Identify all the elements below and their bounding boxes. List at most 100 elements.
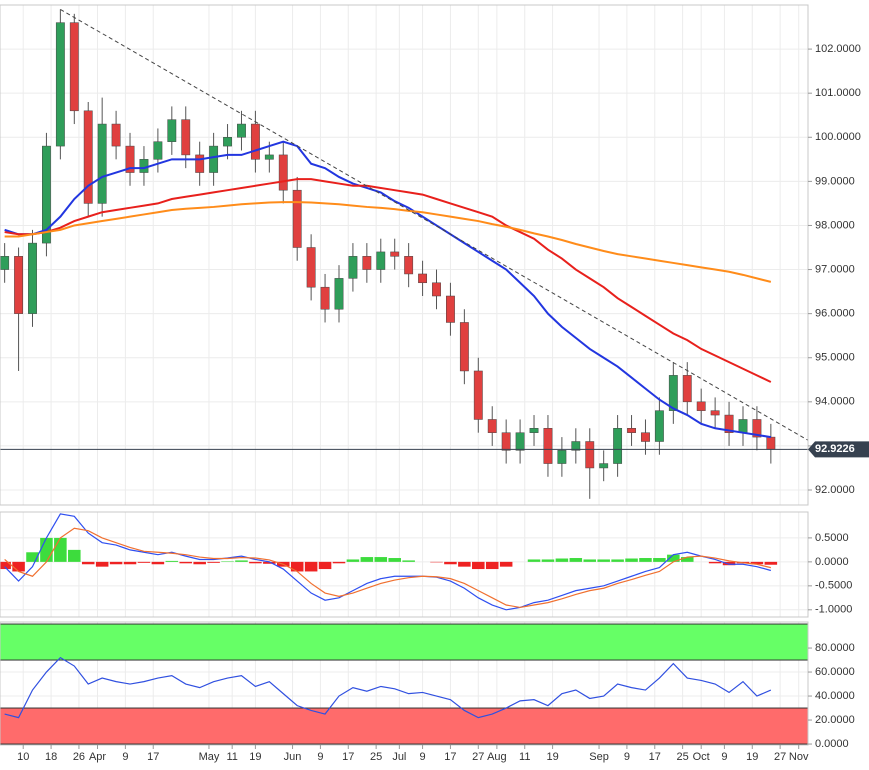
x-tick-label: Sep (589, 751, 609, 763)
candle-body (320, 286, 330, 310)
candle-body (418, 273, 428, 284)
candle-body (0, 256, 10, 270)
histogram-bar (123, 561, 137, 565)
histogram-bar (485, 561, 499, 570)
series-line (4, 178, 772, 383)
histogram-bar (360, 557, 374, 562)
candle-body (334, 278, 344, 310)
candle-body (306, 247, 316, 288)
candle-body (181, 119, 191, 156)
x-tick-label: 19 (746, 751, 758, 763)
y-tick-label: 98.0000 (815, 219, 855, 231)
histogram-bar (402, 560, 415, 562)
candle-body (543, 428, 553, 464)
histogram-bar (207, 561, 220, 563)
y-tick-label: 102.0000 (815, 43, 861, 55)
histogram-bar (764, 561, 778, 565)
x-tick-label: 11 (226, 751, 237, 763)
histogram-bar (26, 552, 39, 562)
y-tick-label: 40.0000 (815, 690, 855, 702)
candle-body (473, 370, 483, 420)
candle-body (14, 256, 24, 314)
x-tick-label: 25 (370, 751, 382, 763)
candle-body (55, 22, 65, 147)
series-line (4, 527, 771, 609)
candle-body (83, 110, 93, 204)
panel (0, 5, 808, 505)
candle-body (613, 428, 623, 464)
x-tick-label: 9 (317, 751, 323, 763)
band (0, 707, 808, 745)
candle-body (459, 322, 469, 372)
x-tick-label: 9 (420, 751, 426, 763)
candle-body (111, 123, 121, 147)
candle-body (724, 414, 734, 433)
candle-body (362, 256, 372, 270)
x-tick-label: 19 (249, 751, 261, 763)
histogram-bar (137, 561, 151, 563)
x-tick-label: May (199, 751, 220, 763)
histogram-bar (109, 561, 123, 565)
x-tick-label: 9 (721, 751, 727, 763)
y-tick-label: 96.0000 (815, 308, 855, 320)
y-tick-label: 100.0000 (815, 131, 861, 143)
histogram-bar (165, 560, 179, 562)
histogram-bar (40, 537, 53, 562)
trendline (60, 8, 808, 441)
candle-body (153, 141, 163, 160)
histogram-bar (12, 561, 25, 572)
histogram-bar (388, 558, 401, 562)
histogram-bar (332, 561, 346, 564)
candle-body (487, 419, 497, 433)
y-tick-label: 0.5000 (815, 532, 849, 544)
y-tick-label: 99.0000 (815, 175, 855, 187)
y-tick-label: 80.0000 (815, 642, 855, 654)
histogram-bar (346, 559, 360, 562)
histogram-bar (680, 557, 694, 562)
candle-body (696, 401, 706, 411)
candle-body (752, 419, 762, 438)
histogram-bar (304, 561, 318, 572)
histogram-bar (750, 561, 764, 565)
x-tick-label: 17 (649, 751, 661, 763)
candle-body (682, 375, 692, 403)
series-line (4, 201, 772, 283)
x-tick-label: Jun (284, 751, 302, 763)
x-tick-label: 17 (147, 751, 159, 763)
histogram-bar (318, 561, 332, 570)
y-tick-label: 101.0000 (815, 87, 861, 99)
y-tick-label: 0.0000 (815, 738, 849, 750)
histogram-bar (472, 561, 485, 570)
x-tick-label: 25 (676, 751, 688, 763)
x-tick-label: Nov (789, 751, 809, 763)
histogram-bar (458, 561, 471, 567)
candle-body (348, 256, 358, 279)
histogram-bar (555, 558, 569, 562)
y-tick-label: 92.0000 (815, 484, 855, 496)
histogram-bar (708, 561, 722, 564)
candle-body (195, 154, 205, 173)
candle-body (223, 137, 232, 147)
candle-body (557, 450, 567, 464)
x-tick-label: 9 (624, 751, 630, 763)
candle-body (292, 189, 302, 248)
candle-body (599, 463, 609, 469)
y-tick-label: 97.0000 (815, 263, 855, 275)
candle-body (125, 145, 135, 173)
candle-body (237, 123, 246, 138)
panel-frame (0, 4, 809, 506)
histogram-bar (151, 561, 165, 565)
candle-body (627, 428, 636, 433)
histogram-bar (444, 561, 457, 565)
histogram-bar (583, 559, 597, 562)
candle-body (390, 251, 400, 257)
x-tick-label: Aug (487, 751, 507, 763)
candle-body (641, 432, 650, 442)
candle-body (432, 282, 441, 297)
histogram-bar (653, 558, 666, 562)
candle-body (376, 251, 386, 270)
histogram-bar (667, 554, 680, 562)
candle-body (167, 119, 177, 142)
histogram-bar (569, 558, 583, 562)
